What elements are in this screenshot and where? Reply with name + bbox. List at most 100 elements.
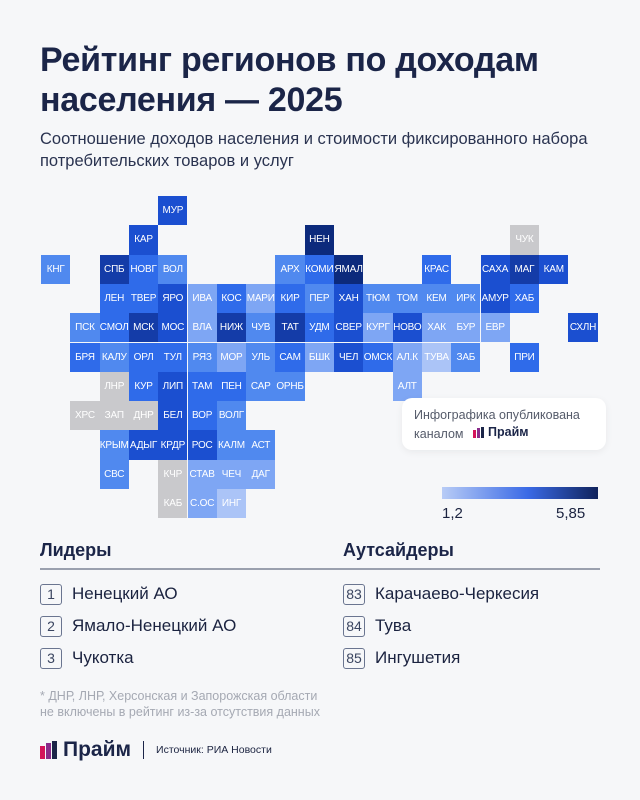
region-tile: КУР — [128, 371, 159, 402]
region-tile: КУРГ — [363, 313, 393, 343]
note-brand: Прайм — [473, 424, 529, 441]
footer: Прайм Источник: РИА Новости — [40, 738, 272, 762]
region-tile: СВЕР — [334, 313, 364, 343]
region-name: Карачаево-Черкесия — [375, 584, 540, 603]
region-tile: ЗАБ — [451, 342, 481, 372]
region-tile: ТУЛ — [158, 342, 188, 372]
region-tile: ХАБ — [509, 283, 540, 314]
region-tile: КАЛУ — [99, 342, 129, 372]
outsiders-heading: Аутсайдеры — [343, 540, 454, 560]
source-text: Источник: РИА Новости — [156, 744, 272, 756]
leaders-heading: Лидеры — [40, 540, 112, 560]
region-tile: БРЯ — [70, 342, 100, 372]
region-tile: ДНР — [128, 401, 159, 431]
region-tile: ЧЕЧ — [216, 459, 247, 489]
region-name: Тува — [375, 616, 412, 635]
region-tile: АРХ — [275, 254, 305, 284]
outsider-item: 83 Карачаево-Черкесия — [343, 582, 539, 606]
region-tile: КИР — [275, 283, 305, 314]
region-tile: КРДР — [158, 430, 188, 460]
region-tile: ДАГ — [246, 459, 276, 489]
region-tile: КЕМ — [421, 283, 452, 314]
region-tile: ВОР — [187, 401, 217, 431]
region-tile: БЕЛ — [158, 401, 188, 431]
region-name: Ингушетия — [375, 648, 461, 667]
region-tile: ИНГ — [216, 489, 247, 519]
region-tile: АДЫГ — [128, 430, 159, 460]
region-tile: НОВО — [392, 313, 422, 343]
leader-item: 1 Ненецкий АО — [40, 582, 178, 606]
region-tile: НИЖ — [216, 313, 247, 343]
region-name: Ямало-Ненецкий АО — [72, 616, 237, 635]
region-tile: БУР — [451, 313, 481, 343]
rank-badge: 2 — [40, 615, 62, 637]
region-tile: КНГ — [41, 254, 71, 284]
rank-badge: 84 — [343, 615, 365, 637]
note-brand-name: Прайм — [488, 425, 529, 439]
rank-badge: 3 — [40, 647, 62, 669]
region-tile: МАГ — [509, 254, 540, 284]
region-tile: РЯЗ — [187, 342, 217, 372]
region-tile: ВОЛГ — [216, 401, 247, 431]
footer-separator — [143, 741, 145, 759]
region-tile: ЯМАЛ — [334, 254, 364, 284]
region-tile: САМ — [275, 342, 305, 372]
region-tile: ЗАП — [99, 401, 129, 431]
rank-badge: 1 — [40, 583, 62, 605]
region-tile: ЛИП — [158, 371, 188, 402]
region-name: Чукотка — [72, 648, 134, 667]
note-text: Инфографика опубликована каналом — [414, 408, 580, 441]
page-subtitle: Соотношение доходов населения и стоимост… — [40, 130, 588, 170]
page-title: Рейтинг регионов по доходам населения — … — [40, 41, 539, 119]
region-tile: ЯРО — [158, 283, 188, 314]
color-scale-max: 5,85 — [556, 505, 586, 522]
rank-badge: 83 — [343, 583, 365, 605]
region-tile: ВЛА — [187, 313, 217, 343]
region-tile: ВОЛ — [158, 254, 188, 284]
region-tile: КАБ — [158, 489, 188, 519]
region-tile: КОМИ — [304, 254, 334, 284]
publication-note: Инфографика опубликована каналом Прайм — [402, 398, 606, 450]
region-name: Ненецкий АО — [72, 584, 178, 603]
region-tile: ЧУВ — [246, 313, 276, 343]
region-tile: КОС — [216, 283, 247, 314]
region-tile: МСК — [128, 313, 159, 343]
region-tile: ТВЕР — [128, 283, 159, 314]
footer-brand-name: Прайм — [63, 738, 132, 761]
region-tile: МАРИ — [246, 283, 276, 314]
region-tile: МОС — [158, 313, 188, 343]
region-tile: ЧЕЛ — [334, 342, 364, 372]
region-tile: ТАМ — [187, 371, 217, 402]
region-tile: РОС — [187, 430, 217, 460]
leader-item: 3 Чукотка — [40, 646, 134, 670]
region-tile: МОР — [216, 342, 247, 372]
color-scale-min: 1,2 — [442, 505, 463, 522]
region-tile: ИРК — [451, 283, 481, 314]
region-tile: КРЫМ — [99, 430, 129, 460]
region-tile: С.ОС — [187, 489, 217, 519]
region-tile: БШК — [304, 342, 334, 372]
region-tile: САХА — [480, 254, 510, 284]
leader-item: 2 Ямало-Ненецкий АО — [40, 614, 236, 638]
region-tile: ОРНБ — [275, 371, 305, 402]
praim-logo-icon — [40, 741, 57, 759]
footnote-line: * ДНР, ЛНР, Херсонская и Запорожская обл… — [40, 689, 318, 703]
region-tile: ЛНР — [99, 371, 129, 402]
region-tile: ТУВА — [421, 342, 452, 372]
outsider-item: 85 Ингушетия — [343, 646, 460, 670]
region-tile: ЛЕН — [99, 283, 129, 314]
region-tile: ИВА — [187, 283, 217, 314]
region-tile: ХРС — [70, 401, 100, 431]
region-tile: ТАТ — [275, 313, 305, 343]
footnote-line: не включены в рейтинг из-за отсутствия д… — [40, 705, 320, 719]
rank-badge: 85 — [343, 647, 365, 669]
region-tile: САР — [246, 371, 276, 402]
color-scale-bar — [442, 487, 598, 499]
divider — [40, 568, 600, 570]
region-tile: ХАК — [421, 313, 452, 343]
region-tile: ПСК — [70, 313, 100, 343]
region-tile: НЕН — [304, 225, 334, 255]
region-tile: СПБ — [99, 254, 129, 284]
region-tile: ПРИ — [509, 342, 540, 372]
